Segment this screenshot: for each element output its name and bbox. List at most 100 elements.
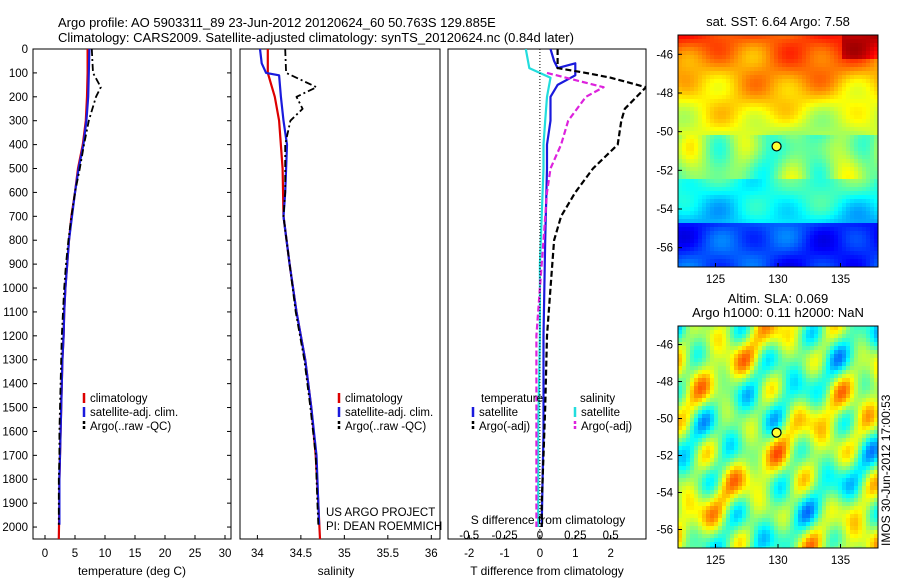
map-cell	[722, 103, 727, 108]
map-cell	[802, 231, 807, 236]
map-cell	[766, 223, 771, 228]
map-cell	[874, 382, 878, 387]
map-cell	[762, 378, 767, 383]
map-cell	[754, 175, 759, 180]
map-cell	[682, 358, 687, 363]
map-cell	[778, 223, 783, 228]
map-cell	[866, 79, 871, 84]
map-cell	[750, 171, 755, 176]
map-cell	[842, 199, 847, 204]
s-difference-axis-label: S difference from climatology	[471, 513, 626, 527]
map-cell	[762, 259, 767, 264]
map-cell	[758, 263, 763, 267]
map-cell	[818, 243, 823, 248]
map-cell	[762, 243, 767, 248]
map-cell	[762, 346, 767, 351]
map-cell	[742, 243, 747, 248]
map-cell	[770, 75, 775, 80]
map-cell	[830, 462, 835, 467]
map-cell	[798, 179, 803, 184]
map-cell	[870, 171, 875, 176]
map-cell	[818, 95, 823, 100]
map-cell	[754, 418, 759, 423]
map-cell	[846, 454, 851, 459]
map-cell	[870, 115, 875, 120]
map-cell	[746, 358, 751, 363]
map-cell	[830, 107, 835, 112]
map-cell	[682, 219, 687, 224]
map-cell	[810, 35, 815, 40]
map-cell	[750, 71, 755, 76]
map-cell	[846, 87, 851, 92]
map-cell	[702, 75, 707, 80]
map-cell	[698, 247, 703, 252]
map-cell	[842, 219, 847, 224]
map-cell	[746, 442, 751, 447]
map-cell	[826, 243, 831, 248]
map-cell	[698, 159, 703, 164]
map-cell	[678, 247, 683, 252]
map-cell	[738, 83, 743, 88]
map-cell	[742, 326, 747, 331]
map-cell	[862, 263, 867, 267]
map-cell	[806, 251, 811, 256]
map-cell	[766, 211, 771, 216]
map-cell	[770, 382, 775, 387]
map-cell	[702, 147, 707, 152]
map-cell	[782, 143, 787, 148]
map-cell	[718, 187, 723, 192]
map-cell	[862, 219, 867, 224]
map-cell	[686, 402, 691, 407]
map-cell	[694, 103, 699, 108]
map-cell	[774, 51, 779, 56]
map-cell	[786, 334, 791, 339]
map-cell	[778, 354, 783, 359]
map-cell	[870, 358, 875, 363]
map-cell	[794, 203, 799, 208]
map-cell	[722, 131, 727, 136]
map-cell	[806, 59, 811, 64]
map-cell	[858, 87, 863, 92]
map-cell	[774, 179, 779, 184]
map-cell	[742, 51, 747, 56]
map-cell	[830, 135, 835, 140]
map-cell	[810, 438, 815, 443]
map-cell	[738, 43, 743, 48]
map-cell	[698, 394, 703, 399]
map-cell	[766, 438, 771, 443]
map-cell	[842, 430, 847, 435]
map-cell	[798, 414, 803, 419]
map-cell	[690, 251, 695, 256]
map-cell	[702, 251, 707, 256]
map-cell	[726, 446, 731, 451]
map-cell	[678, 470, 683, 475]
map-cell	[834, 187, 839, 192]
map-cell	[714, 115, 719, 120]
map-cell	[786, 91, 791, 96]
map-cell	[794, 358, 799, 363]
map-cell	[738, 394, 743, 399]
map-cell	[822, 207, 827, 212]
map-cell	[802, 159, 807, 164]
map-cell	[694, 207, 699, 212]
map-cell	[810, 386, 815, 391]
map-cell	[842, 462, 847, 467]
map-cell	[854, 199, 859, 204]
map-cell	[822, 155, 827, 160]
map-cell	[738, 131, 743, 136]
map-cell	[678, 151, 683, 156]
map-cell	[830, 155, 835, 160]
map-cell	[690, 107, 695, 112]
depth-tick-label: 1000	[2, 283, 28, 295]
map-cell	[870, 47, 875, 52]
map-cell	[762, 442, 767, 447]
map-cell	[850, 231, 855, 236]
map-cell	[770, 426, 775, 431]
map-cell	[742, 390, 747, 395]
map-cell	[794, 422, 799, 427]
map-cell	[758, 342, 763, 347]
map-cell	[686, 350, 691, 355]
map-cell	[738, 239, 743, 244]
map-cell	[858, 219, 863, 224]
map-cell	[730, 346, 735, 351]
